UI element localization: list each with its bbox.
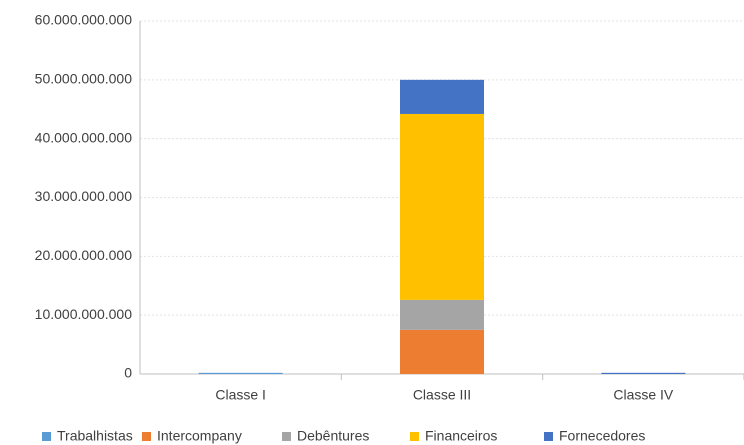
x-tick-label: Classe III: [413, 387, 471, 403]
y-tick-label: 0: [124, 365, 132, 381]
legend-swatch: [142, 432, 151, 441]
y-tick-label: 50.000.000.000: [35, 71, 133, 87]
y-tick-label: 60.000.000.000: [35, 12, 133, 28]
bar-segment: [400, 299, 484, 330]
legend-label: Intercompany: [157, 428, 242, 444]
legend-swatch: [410, 432, 419, 441]
legend-swatch: [42, 432, 51, 441]
y-tick-label: 30.000.000.000: [35, 188, 133, 204]
y-tick-label: 40.000.000.000: [35, 129, 133, 145]
bar-segment: [198, 372, 283, 374]
legend-label: Debêntures: [297, 428, 369, 444]
bar-segment: [400, 113, 484, 300]
legend-label: Financeiros: [425, 428, 497, 444]
legend-label: Trabalhistas: [57, 428, 133, 444]
legend-swatch: [282, 432, 291, 441]
bar-segment: [400, 329, 484, 374]
legend-swatch: [544, 432, 553, 441]
y-tick-label: 10.000.000.000: [35, 306, 133, 322]
legend-label: Fornecedores: [559, 428, 645, 444]
x-tick-label: Classe I: [215, 387, 266, 403]
bar-segment: [601, 372, 686, 374]
x-tick-label: Classe IV: [613, 387, 674, 403]
bar-segment: [400, 79, 484, 114]
y-tick-label: 20.000.000.000: [35, 247, 133, 263]
